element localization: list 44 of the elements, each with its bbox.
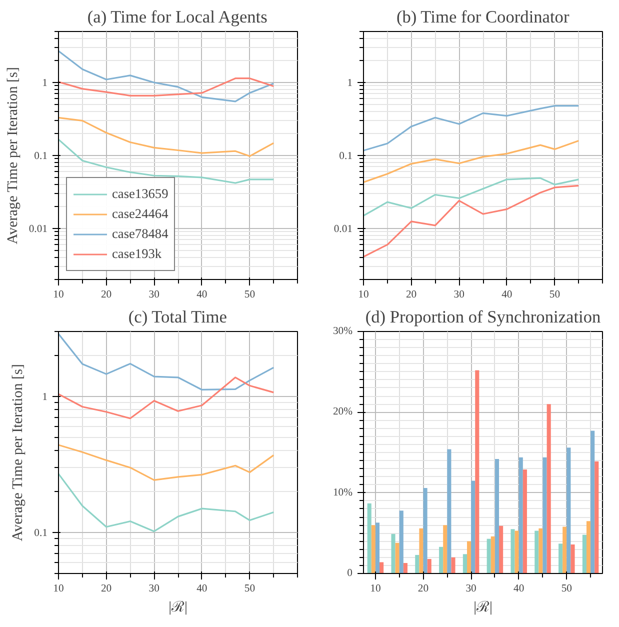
x-tick-label: 40 — [502, 290, 512, 300]
x-tick-label: 30 — [148, 290, 160, 300]
chart-title: (c) Total Time — [128, 308, 228, 326]
legend-label: case78484 — [112, 226, 168, 242]
y-axis-title: Average Time per Iteration [s] — [10, 364, 26, 542]
x-tick-label: 30 — [148, 584, 160, 594]
x-tick-label: 30 — [466, 584, 476, 594]
x-tick-label: 30 — [454, 290, 464, 300]
chart-title: (a) Time for Local Agents — [87, 8, 268, 26]
y-tick-label: 0.1 — [339, 151, 353, 162]
x-tick-label: 10 — [358, 290, 369, 300]
y-tick-label: 0.01 — [334, 224, 353, 235]
y-tick-label: 1 — [42, 392, 48, 403]
y-tick-label: 0 — [347, 568, 352, 579]
y-tick-label: 10% — [332, 487, 353, 498]
y-tick-label: 1 — [347, 78, 352, 90]
x-tick-label: 50 — [244, 584, 256, 594]
chart-title: (d) Proportion of Synchronization — [365, 308, 602, 326]
x-tick-label: 10 — [53, 290, 64, 300]
x-axis-title: |ℛ| — [474, 600, 492, 616]
y-axis-title: Average Time per Iteration [s] — [4, 67, 21, 244]
x-tick-label: 10 — [53, 584, 64, 594]
x-tick-label: 40 — [196, 584, 208, 594]
x-tick-label: 20 — [100, 290, 112, 300]
y-tick-label: 30% — [332, 326, 353, 337]
y-tick-label: 1 — [42, 78, 48, 90]
x-tick-label: 20 — [406, 290, 417, 300]
x-tick-label: 20 — [100, 584, 112, 594]
x-tick-label: 50 — [549, 290, 560, 300]
y-tick-label: 0.01 — [28, 224, 48, 235]
x-tick-label: 10 — [370, 584, 381, 594]
x-tick-label: 40 — [514, 584, 524, 594]
y-tick-label: 0.1 — [34, 528, 48, 540]
y-tick-label: 0.1 — [34, 151, 48, 162]
x-tick-label: 50 — [561, 584, 572, 594]
x-axis-title: |ℛ| — [168, 600, 188, 616]
legend-label: case13659 — [112, 186, 168, 202]
y-tick-label: 20% — [332, 406, 353, 418]
legend-label: case24464 — [112, 206, 168, 222]
x-tick-label: 20 — [418, 584, 429, 594]
x-tick-label: 50 — [244, 290, 256, 300]
chart-title: (b) Time for Coordinator — [396, 8, 570, 26]
x-tick-label: 40 — [196, 290, 208, 300]
legend-label: case193k — [112, 246, 162, 262]
